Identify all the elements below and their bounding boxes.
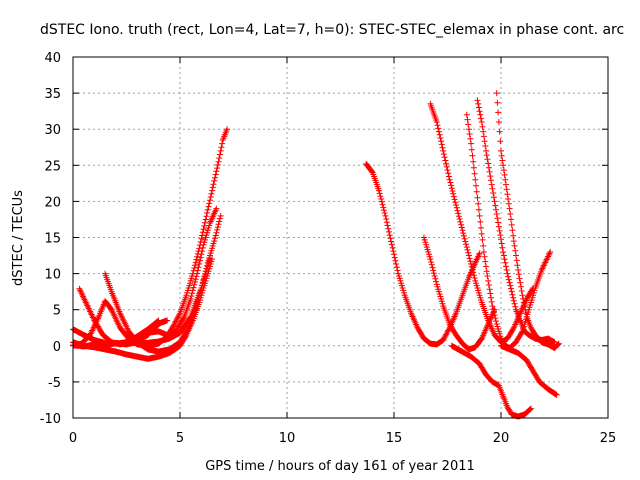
data-point xyxy=(459,227,466,234)
data-point xyxy=(215,158,222,165)
data-point xyxy=(468,140,475,147)
y-tick-label: 0 xyxy=(53,340,61,355)
y-tick-label: 35 xyxy=(44,87,61,102)
data-point xyxy=(508,288,515,295)
data-point xyxy=(498,147,504,154)
data-point xyxy=(446,176,453,183)
data-point xyxy=(495,223,502,230)
data-point xyxy=(463,111,470,118)
data-point xyxy=(483,147,490,154)
x-tick-label: 20 xyxy=(493,431,510,446)
series-markers xyxy=(124,317,170,345)
data-point xyxy=(506,205,513,212)
x-tick-label: 10 xyxy=(279,431,296,446)
data-point xyxy=(453,202,460,209)
y-tick-label: 25 xyxy=(44,159,61,174)
y-tick-label: -10 xyxy=(40,412,61,427)
y-tick-label: 40 xyxy=(44,51,61,66)
y-tick-label: 15 xyxy=(44,232,61,247)
data-point xyxy=(465,252,472,259)
y-tick-label: 10 xyxy=(44,268,61,283)
series-arc-3 xyxy=(76,205,220,348)
series-arc-15 xyxy=(498,342,560,398)
series-markers xyxy=(494,99,562,351)
data-point xyxy=(547,248,554,255)
x-tick-label: 5 xyxy=(176,431,184,446)
data-point xyxy=(209,187,216,194)
y-tick-label: 20 xyxy=(44,195,61,210)
data-point xyxy=(480,248,487,255)
data-point xyxy=(474,97,481,104)
y-tick-label: 30 xyxy=(44,123,61,138)
x-tick-label: 15 xyxy=(386,431,403,446)
series-arc-7 xyxy=(123,317,171,346)
data-point xyxy=(202,216,209,223)
series-arc-6 xyxy=(70,256,213,350)
data-point xyxy=(194,270,201,277)
data-point xyxy=(519,292,526,299)
series-arc-9 xyxy=(420,234,498,353)
data-point xyxy=(515,266,522,273)
plot-frame xyxy=(72,56,609,419)
data-point xyxy=(478,118,485,125)
series-markers xyxy=(464,116,553,351)
series-arc-14 xyxy=(448,342,534,420)
data-point xyxy=(382,212,389,219)
data-point xyxy=(493,90,500,97)
series-markers xyxy=(363,161,482,348)
data-point xyxy=(491,198,498,205)
y-tick-label: 5 xyxy=(53,304,61,319)
data-point xyxy=(388,241,395,248)
data-point xyxy=(502,176,509,183)
x-tick-label: 0 xyxy=(69,431,77,446)
series-markers xyxy=(421,236,497,353)
y-tick-label: -5 xyxy=(48,376,61,391)
data-point xyxy=(510,238,517,245)
data-point xyxy=(504,270,511,277)
data-point xyxy=(440,147,447,154)
data-point xyxy=(487,173,494,180)
data-point xyxy=(485,277,492,284)
x-axis-label: GPS time / hours of day 161 of year 2011 xyxy=(205,459,475,474)
chart-title: dSTEC Iono. truth (rect, Lon=4, Lat=7, h… xyxy=(40,22,624,38)
data-point xyxy=(476,212,483,219)
data-point xyxy=(489,303,496,310)
data-point xyxy=(217,212,224,219)
series-arc-12 xyxy=(474,97,558,346)
y-axis-label: dSTEC / TECUs xyxy=(11,190,26,286)
series-arc-11 xyxy=(463,111,554,351)
series-arc-13 xyxy=(493,90,562,351)
series-arc-8 xyxy=(363,160,483,348)
data-point xyxy=(500,248,507,255)
x-tick-label: 25 xyxy=(600,431,617,446)
axis-ticks: 0 5 10 15 20 25 -10 -5 0 5 10 15 20 25 30 35 40 xyxy=(40,51,617,446)
series-markers xyxy=(449,343,534,420)
series-markers xyxy=(498,343,559,398)
data-point xyxy=(472,176,479,183)
data-series xyxy=(70,90,562,420)
data-point xyxy=(495,118,502,125)
